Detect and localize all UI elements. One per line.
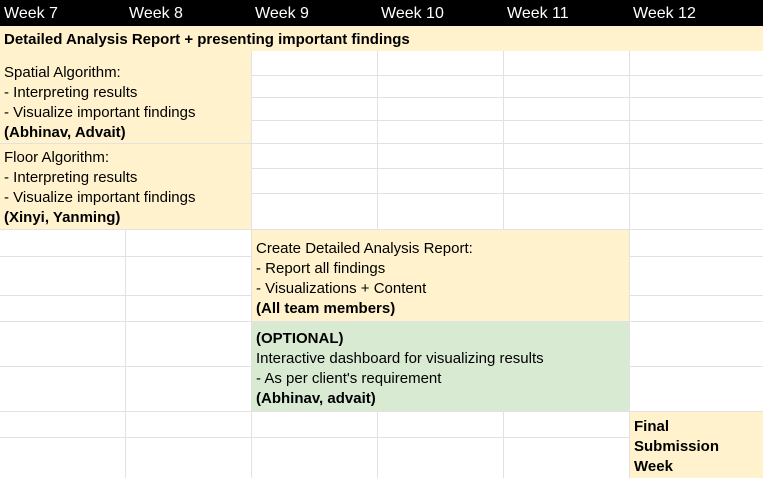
gridline [251, 26, 252, 478]
gridline [0, 75, 763, 76]
task-owners: (All team members) [256, 300, 396, 317]
header-cell-week-7[interactable]: Week 7 [4, 5, 58, 22]
task-item: - Interpreting results [4, 84, 138, 101]
header-cell-week-11[interactable]: Week 11 [507, 5, 569, 22]
gridline [629, 26, 630, 478]
header-cell-week-9[interactable]: Week 9 [255, 5, 309, 22]
task-owners: (Xinyi, Yanming) [4, 209, 121, 226]
task-item: - Interpreting results [4, 169, 138, 186]
final-line: Week [634, 458, 673, 475]
spatial-algorithm-cell[interactable]: Spatial Algorithm: - Interpreting result… [0, 51, 251, 143]
final-line: Final [634, 418, 670, 435]
task-item: - Visualize important findings [4, 104, 196, 121]
floor-algorithm-cell[interactable]: Floor Algorithm: - Interpreting results … [0, 144, 251, 229]
gridline [0, 168, 763, 169]
week-header-row: Week 7 Week 8 Week 9 Week 10 Week 11 Wee… [0, 0, 763, 26]
header-cell-week-8[interactable]: Week 8 [129, 5, 183, 22]
gridline [0, 143, 763, 144]
gridline [0, 229, 763, 230]
analysis-report-cell[interactable]: Create Detailed Analysis Report: - Repor… [252, 230, 629, 321]
banner-cell[interactable]: Detailed Analysis Report + presenting im… [0, 26, 763, 51]
optional-dashboard-cell[interactable]: (OPTIONAL) Interactive dashboard for vis… [252, 322, 629, 411]
task-title: Spatial Algorithm: [4, 64, 121, 81]
header-cell-week-12[interactable]: Week 12 [633, 5, 696, 22]
task-title: Floor Algorithm: [4, 149, 110, 166]
task-item: - Visualize important findings [4, 189, 196, 206]
gridline [125, 26, 126, 478]
gridline [0, 437, 763, 438]
gridline [0, 411, 763, 412]
optional-tag: (OPTIONAL) [256, 330, 344, 347]
task-item: - As per client's requirement [256, 370, 442, 387]
gridline [0, 97, 763, 98]
gridline [0, 193, 763, 194]
gridline [0, 321, 763, 322]
final-submission-cell[interactable]: Final Submission Week [630, 412, 763, 478]
task-title: Create Detailed Analysis Report: [256, 240, 473, 257]
task-title: Interactive dashboard for visualizing re… [256, 350, 544, 367]
task-item: - Visualizations + Content [256, 280, 427, 297]
task-owners: (Abhinav, advait) [256, 390, 376, 407]
final-line: Submission [634, 438, 720, 455]
header-cell-week-10[interactable]: Week 10 [381, 5, 444, 22]
task-item: - Report all findings [256, 260, 386, 277]
gridline [0, 120, 763, 121]
task-owners: (Abhinav, Advait) [4, 124, 126, 141]
